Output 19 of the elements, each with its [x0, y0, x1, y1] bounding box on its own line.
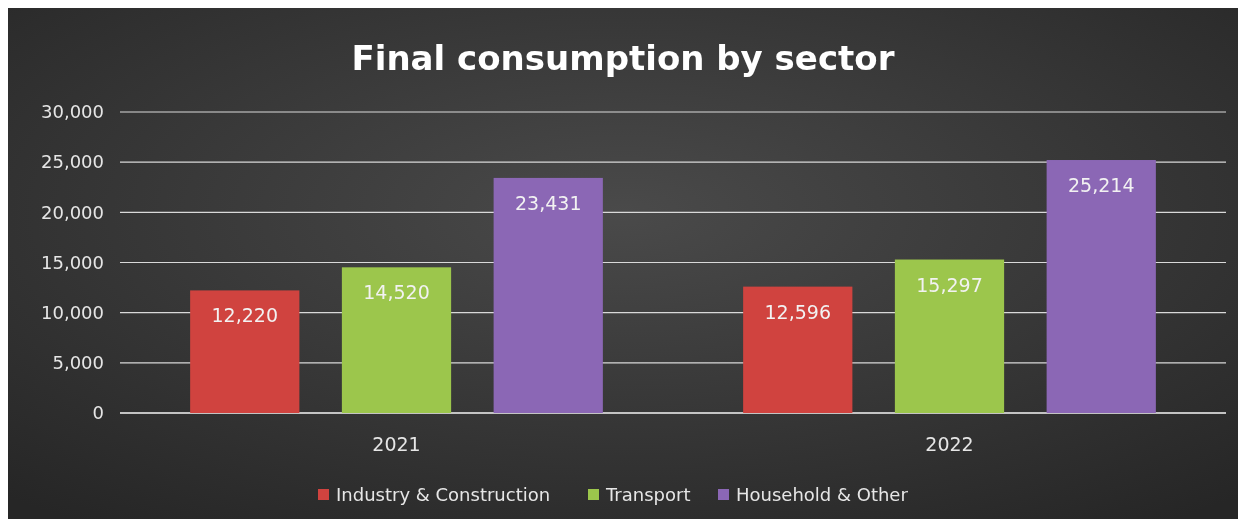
y-tick-label: 0	[92, 402, 104, 424]
x-tick-label: 2021	[372, 433, 421, 455]
data-label: 12,220	[211, 304, 278, 327]
y-tick-label: 30,000	[41, 101, 104, 123]
y-tick-label: 5,000	[52, 352, 104, 374]
y-tick-label: 15,000	[41, 251, 104, 273]
y-tick-label: 20,000	[41, 201, 104, 223]
data-label: 15,297	[916, 273, 983, 296]
legend-label: Industry & Construction	[336, 484, 551, 506]
data-label: 25,214	[1068, 174, 1135, 197]
chart-title: Final consumption by sector	[351, 38, 895, 78]
y-tick-label: 25,000	[41, 151, 104, 173]
legend-label: Transport	[605, 484, 691, 506]
data-label: 23,431	[515, 191, 582, 214]
y-tick-label: 10,000	[41, 301, 104, 323]
data-label: 14,520	[363, 281, 430, 304]
legend-label: Household & Other	[736, 484, 909, 506]
data-label: 12,596	[764, 300, 831, 323]
x-tick-label: 2022	[925, 433, 974, 455]
